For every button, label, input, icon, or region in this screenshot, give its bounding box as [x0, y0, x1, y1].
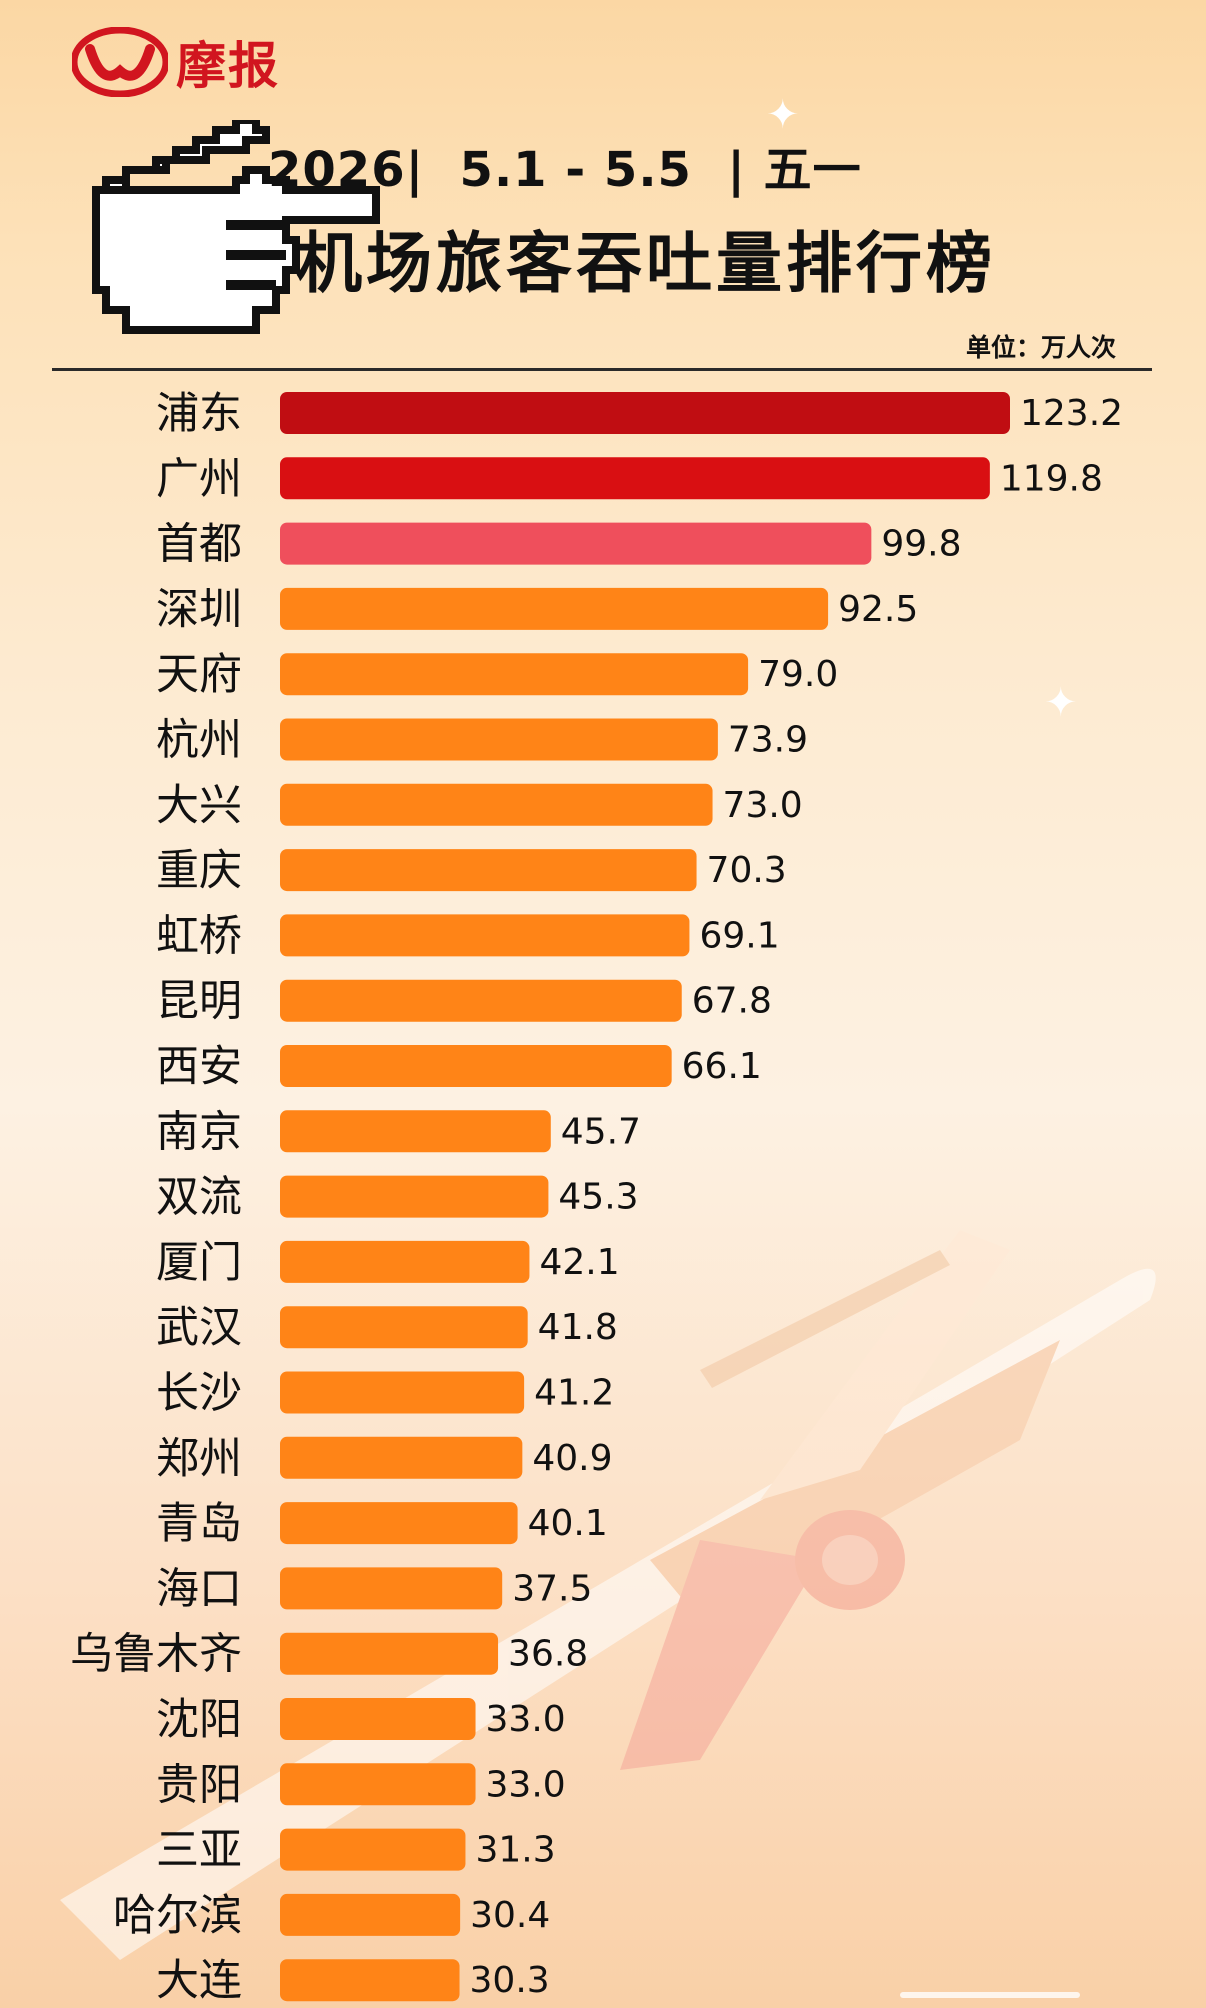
- bar: [280, 457, 990, 500]
- category-label: 杭州: [156, 716, 242, 766]
- bar: [280, 1893, 461, 1936]
- value-label: 33.0: [486, 1699, 566, 1740]
- bar: [280, 849, 697, 892]
- value-label: 30.3: [470, 1960, 550, 2001]
- brand-logo: 摩报: [72, 26, 280, 98]
- value-label: 42.1: [539, 1242, 619, 1283]
- bar: [280, 1045, 672, 1087]
- category-label: 武汉: [156, 1303, 242, 1353]
- value-label: 36.8: [508, 1634, 588, 1675]
- bar: [280, 392, 1010, 434]
- chart-title: 机场旅客吞吐量排行榜: [296, 225, 996, 302]
- value-label: 73.0: [723, 785, 803, 826]
- value-label: 30.4: [470, 1895, 550, 1936]
- category-label: 深圳: [156, 585, 242, 635]
- category-label: 双流: [156, 1173, 242, 1223]
- value-label: 73.9: [728, 720, 808, 761]
- bar: [280, 1828, 466, 1871]
- value-label: 69.1: [699, 915, 779, 956]
- value-label: 79.0: [758, 654, 838, 695]
- value-label: 41.2: [534, 1373, 614, 1414]
- category-label: 昆明: [156, 977, 242, 1027]
- category-label: 厦门: [156, 1238, 242, 1288]
- unit-label: 单位：万人次: [965, 333, 1116, 362]
- sparkle-icon: ✦: [766, 92, 800, 138]
- header-divider: [52, 368, 1152, 371]
- bar: [280, 914, 690, 957]
- category-label: 大兴: [156, 781, 242, 831]
- bar: [280, 1959, 460, 2002]
- value-label: 31.3: [475, 1830, 555, 1871]
- category-label: 虹桥: [156, 911, 242, 961]
- value-label: 33.0: [486, 1764, 566, 1805]
- bar: [280, 587, 829, 630]
- bar: [280, 522, 872, 565]
- value-label: 37.5: [512, 1568, 592, 1609]
- bar: [280, 653, 749, 696]
- bar: [280, 1371, 525, 1414]
- value-label: 92.5: [838, 589, 918, 630]
- category-label: 青岛: [156, 1499, 242, 1549]
- bar: [280, 1763, 476, 1806]
- bar: [280, 1110, 551, 1153]
- bar: [280, 1502, 518, 1545]
- category-label: 大连: [156, 1956, 242, 2006]
- sparkle-icon: ✦: [1044, 680, 1078, 726]
- bar: [280, 1306, 528, 1349]
- brand-name: 摩报: [176, 37, 280, 95]
- value-label: 123.2: [1020, 393, 1123, 434]
- bar: [280, 1567, 503, 1610]
- category-label: 广州: [156, 454, 242, 504]
- category-label: 南京: [156, 1107, 242, 1157]
- value-label: 45.3: [558, 1177, 638, 1218]
- category-label: 海口: [156, 1564, 242, 1614]
- value-label: 45.7: [561, 1111, 641, 1152]
- value-label: 119.8: [1000, 458, 1103, 499]
- category-label: 哈尔滨: [113, 1891, 242, 1941]
- bar: [280, 783, 713, 826]
- category-label: 长沙: [156, 1369, 242, 1419]
- value-label: 67.8: [692, 981, 772, 1022]
- bar-chart: 浦东 123.2 广州 119.8 首都 99.8 深圳 92.5 天府 79.0 杭州 73.9 大兴…: [70, 389, 1123, 2006]
- value-label: 70.3: [707, 850, 787, 891]
- value-label: 41.8: [538, 1307, 618, 1348]
- category-label: 郑州: [156, 1434, 242, 1484]
- category-label: 乌鲁木齐: [70, 1630, 242, 1680]
- category-label: 三亚: [156, 1826, 242, 1876]
- category-label: 首都: [156, 520, 242, 570]
- bar: [280, 1698, 476, 1740]
- value-label: 66.1: [682, 1046, 762, 1087]
- value-label: 99.8: [881, 524, 961, 565]
- category-label: 西安: [156, 1042, 242, 1092]
- bar: [280, 1632, 499, 1675]
- category-label: 浦东: [156, 389, 242, 439]
- bar: [280, 1175, 549, 1218]
- category-label: 沈阳: [156, 1695, 242, 1745]
- category-label: 天府: [156, 650, 242, 700]
- bar: [280, 718, 718, 761]
- value-label: 40.9: [532, 1438, 612, 1479]
- pointing-hand-icon: [92, 120, 380, 334]
- category-label: 重庆: [156, 846, 242, 896]
- category-label: 贵阳: [156, 1760, 242, 1810]
- bar: [280, 1436, 523, 1479]
- bar: [280, 979, 682, 1022]
- bar: [280, 1240, 530, 1283]
- value-label: 40.1: [528, 1503, 608, 1544]
- home-indicator: [900, 1992, 1080, 1998]
- chart-date-line: 2026| 5.1 - 5.5 | 五一: [268, 142, 862, 198]
- brand-logo-icon: [72, 27, 168, 97]
